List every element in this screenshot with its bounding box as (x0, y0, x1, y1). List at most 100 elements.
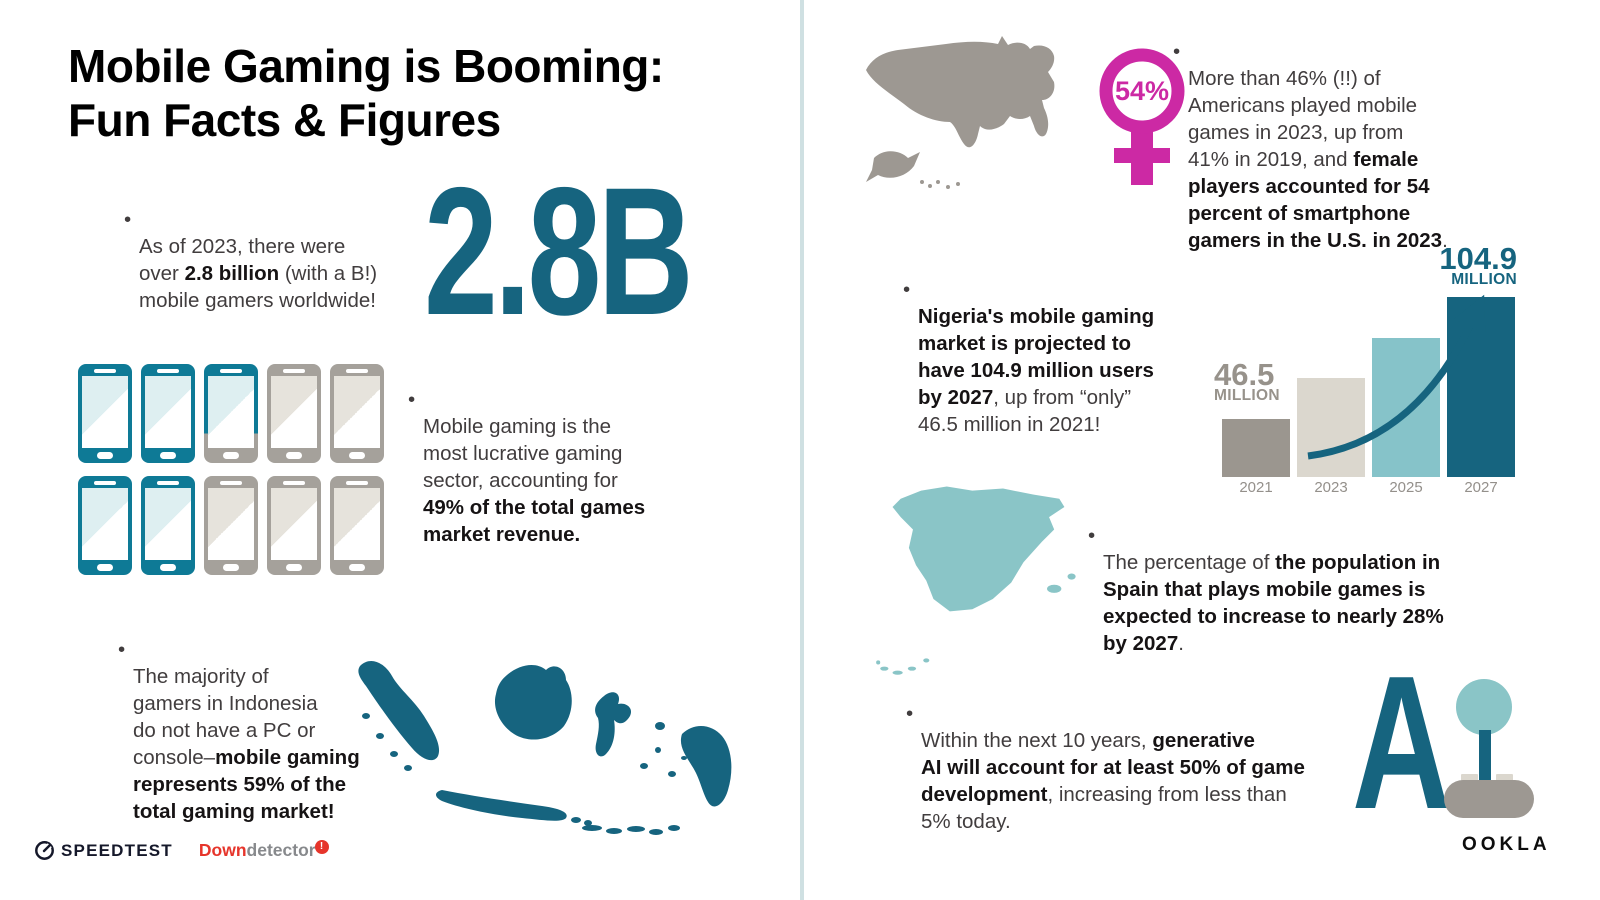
fact-text: As of 2023, there were over (139, 235, 346, 286)
us-map (866, 36, 1055, 189)
joystick-base-icon (1444, 780, 1534, 818)
speedtest-logo: SPEEDTEST (34, 840, 173, 861)
page-title: Mobile Gaming is Booming: Fun Facts & Fi… (68, 40, 664, 146)
chart-year-label: 2027 (1464, 479, 1498, 496)
fact-text-bold: mobile gaming represents 59% of the tota… (133, 746, 360, 824)
phone-speaker (283, 481, 305, 485)
phone-home (97, 452, 113, 459)
big-stat-2-8b: 2.8B (424, 149, 694, 353)
downdetector-logo: Downdetector! (199, 840, 329, 861)
phone-icon-gray (204, 476, 258, 575)
phone-screen (145, 488, 191, 560)
fact-nigeria: • Nigeria's mobile gaming market is proje… (903, 276, 1218, 438)
fact-text-bold: generative AI will account for at least … (921, 729, 1305, 807)
downdetector-word-detector: detector (246, 840, 316, 860)
phone-icon-teal (78, 476, 132, 575)
phone-screen (82, 488, 128, 560)
chart-year-label: 2023 (1314, 479, 1348, 496)
female-symbol-icon: 54% (1099, 48, 1185, 185)
phone-screen (82, 376, 128, 448)
joystick-button-icon (1496, 774, 1513, 781)
fact-text: , increasing from less than 5% today. (921, 783, 1287, 834)
phone-speaker (220, 369, 242, 373)
phone-icon-teal (78, 364, 132, 463)
fact-spain: • The percentage of the population in Spa… (1088, 522, 1503, 657)
fact-indonesia: • The majority of gamers in Indonesia do … (118, 636, 433, 825)
fact-text: . (1178, 632, 1184, 656)
nigeria-users-chart: 104.9 MILLION 46.5 MILLION 2021 2023 2025 2… (1212, 242, 1524, 502)
phone-home (286, 452, 302, 459)
chart-bar-2023 (1297, 378, 1365, 477)
fact-text-bold: female players accounted for 54 percent … (1188, 148, 1443, 253)
speedtest-wordmark: SPEEDTEST (61, 840, 173, 860)
phone-speaker (220, 481, 242, 485)
phone-home (349, 452, 365, 459)
phone-screen (145, 376, 191, 448)
downdetector-exclamation-icon: ! (314, 840, 329, 855)
phone-icon-gray (267, 364, 321, 463)
fact-generative-ai: • Within the next 10 years, generative AI… (906, 700, 1341, 835)
phone-screen (208, 488, 254, 560)
chart-label-high: 104.9 MILLION (1439, 241, 1517, 289)
fact-text: (with a B!) mobile gamers worldwide! (139, 262, 378, 313)
chart-label-low-value: 46.5 (1214, 357, 1275, 392)
phone-icon-teal (141, 476, 195, 575)
joystick-ball-icon (1456, 679, 1512, 735)
fact-text-bold: 49% of the total games market revenue. (423, 496, 646, 547)
fact-revenue: • Mobile gaming is the most lucrative gam… (408, 386, 723, 548)
phones-grid (78, 364, 384, 575)
phone-icon-gray (330, 476, 384, 575)
phone-icon-gray (330, 364, 384, 463)
phone-screen (208, 376, 254, 448)
fact-text: Mobile gaming is the most lucrative gami… (423, 415, 623, 493)
phone-speaker (94, 369, 116, 373)
phone-speaker (94, 481, 116, 485)
phone-speaker (346, 369, 368, 373)
chart-bar-2025 (1372, 338, 1440, 477)
joystick-button-icon (1461, 774, 1478, 781)
phone-speaker (283, 369, 305, 373)
fact-us-players: • More than 46% (!!) of Americans played … (1173, 38, 1498, 254)
phone-home (223, 564, 239, 571)
indonesia-map (358, 661, 732, 835)
chart-label-low: 46.5 MILLION (1214, 357, 1280, 405)
chart-bar-2021 (1222, 419, 1290, 477)
fact-text: More than 46% (!!) of Americans played m… (1188, 67, 1418, 172)
phone-screen (271, 376, 317, 448)
phone-icon-mixed (204, 364, 258, 463)
phone-home (286, 564, 302, 571)
downdetector-word-down: Down (198, 840, 247, 860)
chart-label-high-value: 104.9 (1439, 241, 1517, 276)
joystick-stick-icon (1479, 730, 1491, 784)
phone-screen (271, 488, 317, 560)
phone-home (160, 452, 176, 459)
ai-letter-a: A (1352, 637, 1451, 849)
fact-text-bold: 2.8 billion (184, 262, 280, 286)
bullet-glyph: • (1088, 524, 1096, 547)
phone-icon-gray (267, 476, 321, 575)
fact-text: Within the next 10 years, (921, 729, 1153, 753)
phone-screen (334, 376, 380, 448)
bullet-glyph: • (906, 702, 914, 725)
phone-home (349, 564, 365, 571)
phone-speaker (157, 481, 179, 485)
fact-text: The percentage of (1103, 551, 1276, 575)
fact-text: The majority of gamers in Indonesia do n… (133, 665, 318, 770)
footer-logos: SPEEDTEST Downdetector! (34, 840, 329, 861)
female-symbol-value: 54% (1115, 76, 1169, 106)
bullet-glyph: • (903, 278, 911, 301)
bullet-glyph: • (124, 208, 132, 231)
ookla-logo: OOKLA (1462, 834, 1551, 855)
phone-home (160, 564, 176, 571)
chart-year-label: 2021 (1239, 479, 1273, 496)
chart-label-high-unit: MILLION (1451, 271, 1517, 289)
chart-label-low-unit: MILLION (1214, 387, 1280, 405)
fact-gamers-worldwide: • As of 2023, there were over 2.8 billion… (124, 206, 439, 314)
spain-map (876, 486, 1076, 675)
chart-year-label: 2025 (1389, 479, 1423, 496)
bullet-glyph: • (408, 388, 416, 411)
phone-home (223, 452, 239, 459)
speedtest-gauge-icon (35, 841, 54, 860)
phone-screen (334, 488, 380, 560)
